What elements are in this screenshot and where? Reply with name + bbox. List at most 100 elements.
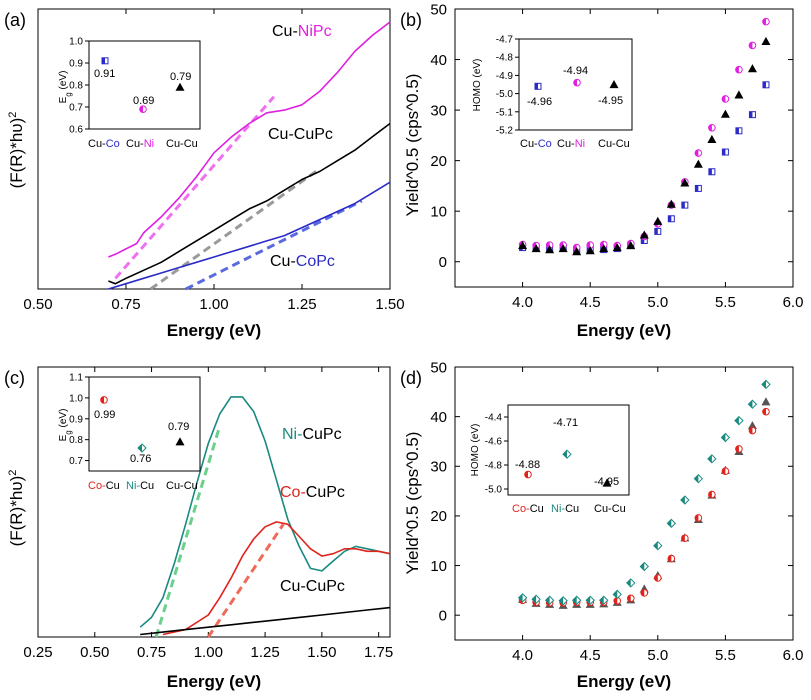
panel-b-inset: -4.7 -4.8 -4.9 -5.0 -5.1 -5.2 HOMO (eV) Cu-Co… xyxy=(472,35,633,150)
panel-a-inset-point-ni xyxy=(139,105,143,113)
panel-b-inset-point-cu xyxy=(609,80,619,89)
panel-d-ytick-label: 20 xyxy=(430,508,447,525)
panel-b-inset-ylabel: HOMO (eV) xyxy=(472,59,483,112)
panel-b-xtick-label: 5.0 xyxy=(647,294,668,311)
panel-a-inset-ytick-label: 0.9 xyxy=(69,59,83,70)
panel-c-xlabel: Energy (eV) xyxy=(167,672,261,691)
panel-b-point-cu-nipc xyxy=(722,95,726,103)
panel-a-inset-cat-cu-cu: Cu-Cu xyxy=(166,138,198,150)
panel-a-xtick-label: 0.50 xyxy=(23,296,52,313)
panel-d: (d) 4.0 4.5 5.0 5.5 6.0 0 10 20 30 40 50 Energy (e… xyxy=(400,359,803,691)
panel-d-inset-point-ni xyxy=(563,450,567,459)
panel-d-point-ni-cupc xyxy=(532,595,537,604)
panel-c-tangent-ni-cupc xyxy=(154,425,222,638)
panel-c-x-ticks: 0.25 0.50 0.75 1.00 1.25 1.50 1.75 xyxy=(23,367,393,661)
panel-a-inset-point-co xyxy=(102,57,105,64)
panel-d-inset-ytick-label: -4.6 xyxy=(485,437,503,448)
panel-d-frame xyxy=(454,366,794,641)
panel-a-xtick-label: 1.50 xyxy=(375,296,404,313)
panel-b-ytick-label: 20 xyxy=(430,153,447,170)
panel-c-inset-point-co xyxy=(100,396,104,404)
panel-b-inset-point-ni xyxy=(573,79,577,86)
panel-b-ylabel: Yield^0.5 (cps^0.5) xyxy=(403,74,422,217)
panel-c-inset-ytick-label: 1.0 xyxy=(69,393,83,404)
panel-a-xtick-label: 1.25 xyxy=(287,296,316,313)
panel-b-point-cu-nipc xyxy=(708,124,712,132)
panel-d-xtick-label: 4.5 xyxy=(580,647,601,664)
panel-b-ytick-label: 0 xyxy=(439,254,447,271)
panel-b-point-cu-nipc xyxy=(735,66,739,73)
panel-c-inset-y-ticks: 0.7 0.8 0.9 1.0 1.1 xyxy=(69,373,89,467)
panel-c-xtick-label: 1.50 xyxy=(307,644,336,661)
panel-b-ytick-label: 30 xyxy=(430,102,447,119)
panel-d-point-co-cupc xyxy=(668,555,672,562)
panel-a-line-cu-cupc xyxy=(108,122,391,285)
panel-d-inset-y-ticks: -4.4 -4.6 -4.8 -5.0 xyxy=(485,413,508,496)
panel-d-inset-ytick-label: -5.0 xyxy=(485,485,503,496)
panel-d-point-ni-cupc xyxy=(667,519,672,528)
panel-b-point-cu-cupc xyxy=(734,90,744,99)
panel-b-point-cu-cupc xyxy=(666,199,676,208)
panel-a-ylabel: (F(R)*hυ)2 xyxy=(7,112,26,189)
panel-c-xtick-label: 1.00 xyxy=(194,644,223,661)
panel-b-inset-y-ticks: -4.7 -4.8 -4.9 -5.0 -5.1 -5.2 xyxy=(496,35,519,137)
panel-d-inset-cat-ni-cu: Ni-Cu xyxy=(551,503,579,515)
panel-d-inset-value-ni: -4.71 xyxy=(553,417,578,429)
panel-d-point-ni-cupc xyxy=(721,433,726,442)
panel-b: (b) 4.0 4.5 5.0 5.5 6.0 0 10 20 30 40 50 Energy (e… xyxy=(400,1,803,340)
panel-d-point-co-cupc xyxy=(640,589,645,597)
panel-d-point-co-cupc xyxy=(695,514,699,522)
panel-a-line-cu-copc xyxy=(108,181,391,290)
panel-d-point-ni-cupc xyxy=(518,593,523,602)
panel-d-inset-value-co: -4.88 xyxy=(515,459,540,471)
panel-d-ytick-label: 40 xyxy=(430,409,447,426)
panel-a-inset-ytick-label: 1.0 xyxy=(69,37,83,48)
panel-b-point-cu-copc xyxy=(641,237,645,244)
panel-d-inset-frame xyxy=(507,404,630,496)
panel-a-xtick-label: 0.75 xyxy=(111,296,140,313)
panel-c-inset-cat-co-cu: Co-Cu xyxy=(88,480,120,492)
panel-b-xtick-label: 4.5 xyxy=(580,294,601,311)
panel-d-point-cu-cupc xyxy=(747,421,757,430)
panel-a-series-label-cu-copc: Cu-CoPc xyxy=(270,253,335,270)
panel-a-tangent-cu-copc xyxy=(185,199,363,291)
panel-d-xtick-label: 4.0 xyxy=(512,647,533,664)
panel-b-ytick-label: 50 xyxy=(430,1,447,18)
panel-b-inset-points xyxy=(534,78,619,90)
panel-d-point-co-cupc xyxy=(654,574,658,582)
panel-d-point-co-cupc xyxy=(708,491,712,498)
panel-c-line-cu-cupc xyxy=(140,606,391,636)
panel-a-inset-value-co: 0.91 xyxy=(94,68,115,80)
panel-c: (c) 0.25 0.50 0.75 1.00 1.25 1.50 1.75 Energy … xyxy=(4,366,393,691)
panel-b-point-cu-cupc xyxy=(599,244,609,253)
panel-b-point-cu-cupc xyxy=(531,244,541,253)
panel-b-point-cu-cupc xyxy=(518,241,528,250)
panel-c-inset-ytick-label: 0.7 xyxy=(69,456,83,467)
panel-c-xtick-label: 0.50 xyxy=(80,644,109,661)
panel-a-label: (a) xyxy=(4,10,26,30)
panel-d-xtick-label: 6.0 xyxy=(783,647,804,664)
panel-b-point-cu-cupc xyxy=(626,241,636,250)
panel-c-inset-point-ni xyxy=(138,444,142,453)
panel-d-ticks: 4.0 4.5 5.0 5.5 6.0 0 10 20 30 40 50 xyxy=(430,359,803,664)
panel-a: (a) 0.50 0.75 1.00 1.25 1.50 Energy (eV) (F(… xyxy=(4,8,405,340)
panel-a-series-lines xyxy=(108,21,391,290)
panel-c-inset-value-co: 0.99 xyxy=(94,409,115,421)
panel-a-tangent-cu-nipc xyxy=(114,95,275,280)
panel-a-x-ticks: 0.50 0.75 1.00 1.25 1.50 xyxy=(23,9,405,313)
panel-d-point-ni-cupc xyxy=(586,596,591,605)
panel-d-inset-point-cu xyxy=(602,478,612,487)
panel-d-point-ni-cupc xyxy=(572,596,577,605)
panel-a-line-cu-nipc xyxy=(108,21,391,258)
panel-b-point-cu-nipc xyxy=(586,241,591,249)
panel-b-inset-ytick-label: -4.8 xyxy=(496,53,514,64)
panel-d-point-ni-cupc xyxy=(545,596,550,605)
panel-c-tangent-lines xyxy=(154,425,285,638)
panel-c-xtick-label: 0.75 xyxy=(137,644,166,661)
panel-d-point-co-cupc xyxy=(613,597,618,605)
panel-d-point-ni-cupc xyxy=(734,416,739,425)
panel-a-inset-ytick-label: 0.7 xyxy=(69,103,83,114)
panel-b-inset-ytick-label: -5.1 xyxy=(496,107,514,118)
panel-d-point-ni-cupc xyxy=(694,474,699,483)
panel-c-label: (c) xyxy=(4,368,25,388)
